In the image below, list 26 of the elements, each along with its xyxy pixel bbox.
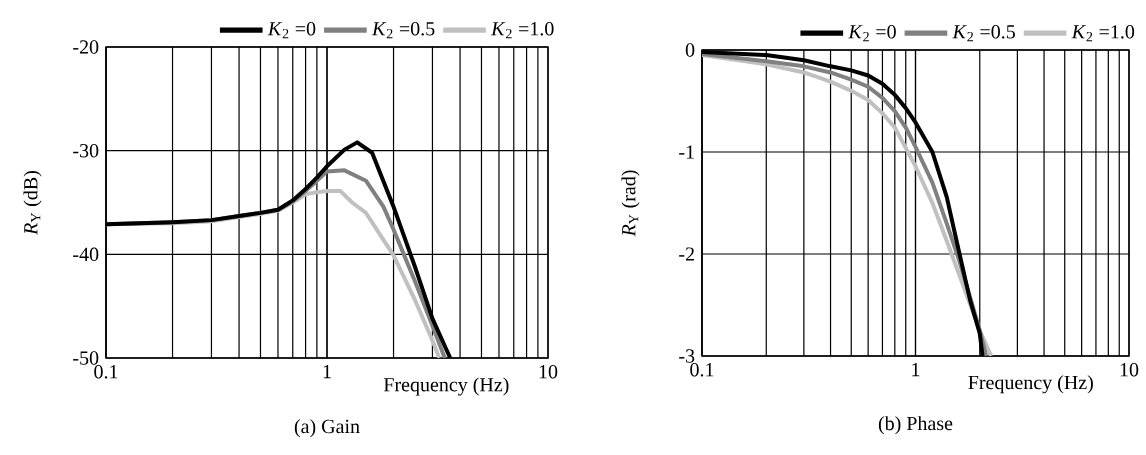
x-tick-label: 1 [323, 364, 331, 379]
x-tick-label: 10 [1120, 362, 1139, 377]
legend-label: K$_{2}$ =0 [848, 25, 896, 42]
legend-label: K$_{2}$ =0 [267, 22, 316, 39]
x-tick-label: 0.1 [94, 364, 118, 379]
y-tick-label: -40 [73, 247, 99, 262]
y-tick-label: -2 [679, 247, 694, 261]
legend-label: K$_{2}$ =1.0 [490, 22, 554, 39]
text: (b) Phase [878, 416, 953, 435]
y-tick-label: -1 [679, 145, 694, 159]
legend-label: K$_{2}$ =0.5 [371, 22, 435, 39]
legend-label: K$_{2}$ =0.5 [952, 25, 1015, 42]
text: (a) Gain [294, 419, 360, 438]
legend-label: K$_{2}$ =1.0 [1071, 25, 1135, 42]
x-tick-label: 10 [539, 364, 558, 379]
y-tick-label: -50 [73, 351, 99, 365]
x-tick-label: 0.1 [690, 362, 714, 377]
x-tick-label: 1 [912, 362, 920, 377]
x-axis-title: Frequency (Hz) [968, 375, 1093, 394]
y-tick-label: -20 [73, 40, 99, 54]
y-axis-title: R$_{Y}$ (dB) [23, 171, 42, 235]
x-axis-title: Frequency (Hz) [383, 377, 509, 396]
y-tick-label: -30 [73, 143, 99, 158]
y-tick-label: 0 [685, 43, 695, 57]
y-axis-title: R$_{Y}$ (rad) [621, 170, 640, 237]
y-tick-label: -3 [679, 349, 695, 363]
